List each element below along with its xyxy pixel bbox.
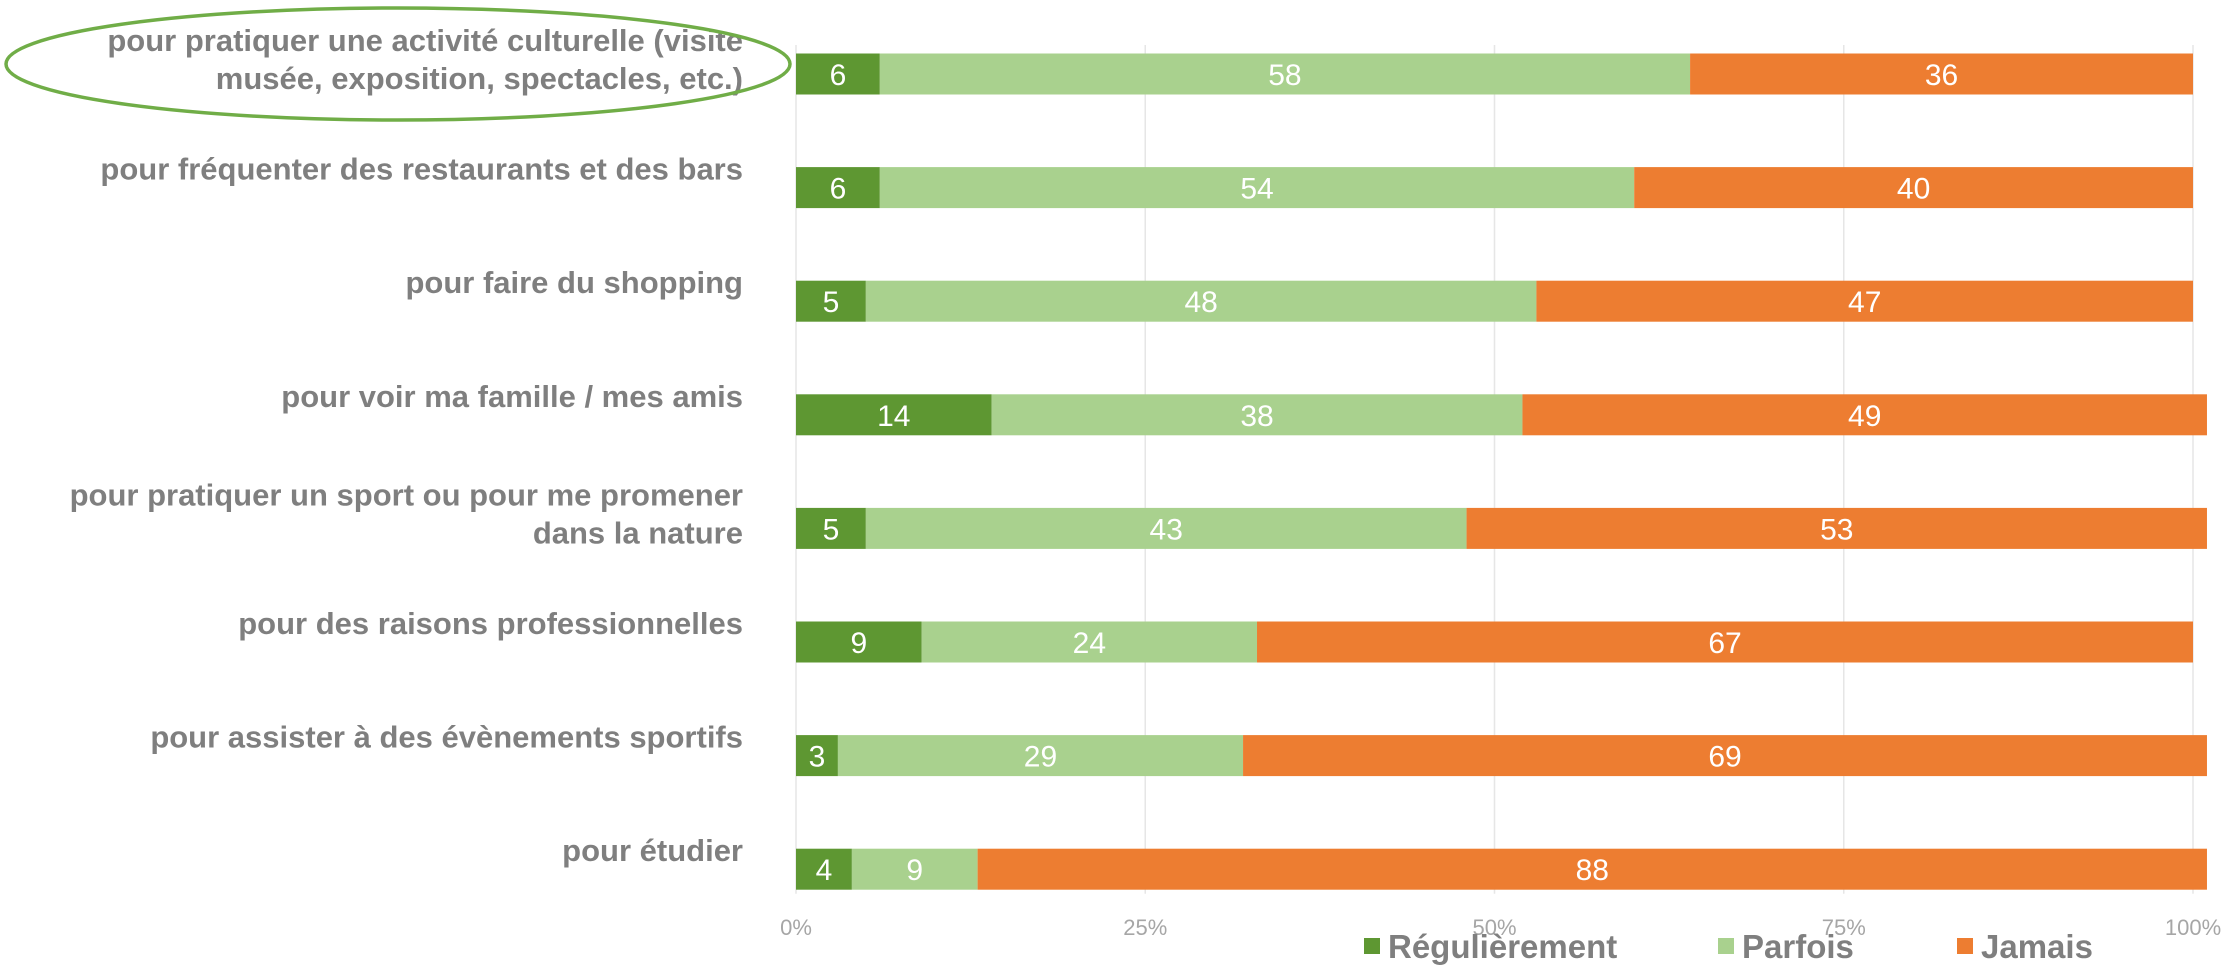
legend-swatch (1957, 938, 1973, 954)
x-axis-tick-labels: 0% 25% 50% 75% 100% (780, 915, 2221, 940)
bar-segment-1 (796, 507, 866, 549)
legend-label: Parfois (1742, 928, 1854, 965)
bar-segment-1 (796, 53, 880, 95)
bar-segment-2 (991, 394, 1523, 436)
category-label: pour fréquenter des restaurants et des b… (100, 152, 743, 187)
bar-segment-2 (837, 735, 1244, 777)
data-label: 29 (1024, 741, 1057, 774)
bar-segment-3 (1257, 621, 2193, 663)
x-tick-label: 100% (2165, 915, 2221, 940)
data-label: 48 (1184, 286, 1217, 319)
legend-label: Régulièrement (1388, 928, 1617, 965)
data-label: 14 (877, 400, 910, 433)
bar-segment-3 (1522, 394, 2207, 436)
bar-segment-3 (977, 848, 2207, 890)
category-label: pour étudier (562, 833, 743, 868)
bar-segment-2 (865, 280, 1537, 322)
data-label: 54 (1240, 173, 1273, 206)
bar-segment-2 (865, 507, 1467, 549)
data-label: 40 (1897, 173, 1930, 206)
bar-segment-3 (1536, 280, 2193, 322)
bar-segment-2 (921, 621, 1258, 663)
legend-swatch (1364, 938, 1380, 954)
legend-swatch (1718, 938, 1734, 954)
category-labels: pour pratiquer une activité culturelle (… (70, 23, 743, 868)
data-label: 5 (823, 286, 840, 319)
data-label: 5 (823, 513, 840, 546)
data-label: 38 (1240, 400, 1273, 433)
legend-label: Jamais (1981, 928, 2093, 965)
legend: Régulièrement Parfois Jamais (1364, 928, 2093, 965)
category-label: pour faire du shopping (405, 265, 743, 300)
bar-segment-1 (796, 394, 992, 436)
bar-segment-3 (1690, 53, 2193, 95)
data-label: 36 (1925, 59, 1958, 92)
x-tick-label: 0% (780, 915, 812, 940)
data-label: 88 (1576, 854, 1609, 887)
data-label: 24 (1073, 627, 1106, 660)
category-label: pour pratiquer une activité culturelle (… (107, 23, 743, 58)
bar-segment-3 (1466, 507, 2207, 549)
x-tick-label: 75% (1822, 915, 1866, 940)
category-label: pour pratiquer un sport ou pour me prome… (70, 477, 743, 512)
data-label: 4 (816, 854, 833, 887)
data-label: 6 (830, 173, 847, 206)
bar-segment-2 (879, 167, 1635, 209)
bar-segment-1 (796, 848, 852, 890)
bar-segment-3 (1634, 167, 2193, 209)
category-label: dans la nature (533, 515, 743, 550)
x-tick-label: 25% (1123, 915, 1167, 940)
data-label: 47 (1848, 286, 1881, 319)
data-label: 43 (1150, 513, 1183, 546)
highlight-ellipse-shape (4, 6, 792, 122)
bar-segment-3 (1243, 735, 2207, 777)
data-label: 9 (906, 854, 923, 887)
category-label: pour voir ma famille / mes amis (281, 379, 743, 414)
bar-segment-1 (796, 167, 880, 209)
category-label: musée, exposition, spectacles, etc.) (216, 61, 743, 96)
data-label: 58 (1268, 59, 1301, 92)
highlight-ellipse (4, 6, 792, 122)
data-label: 6 (830, 59, 847, 92)
data-label: 67 (1708, 627, 1741, 660)
data-label: 69 (1708, 741, 1741, 774)
data-label: 3 (809, 741, 826, 774)
bar-segment-2 (851, 848, 978, 890)
bar-segment-1 (796, 280, 866, 322)
bar-segment-1 (796, 621, 922, 663)
data-label: 49 (1848, 400, 1881, 433)
category-label: pour assister à des évènements sportifs (150, 720, 743, 755)
data-label: 53 (1820, 513, 1853, 546)
bar-segment-1 (796, 735, 838, 777)
category-label: pour des raisons professionnelles (238, 606, 743, 641)
data-label: 9 (851, 627, 868, 660)
bar-segment-2 (879, 53, 1691, 95)
x-tick-label: 50% (1472, 915, 1516, 940)
